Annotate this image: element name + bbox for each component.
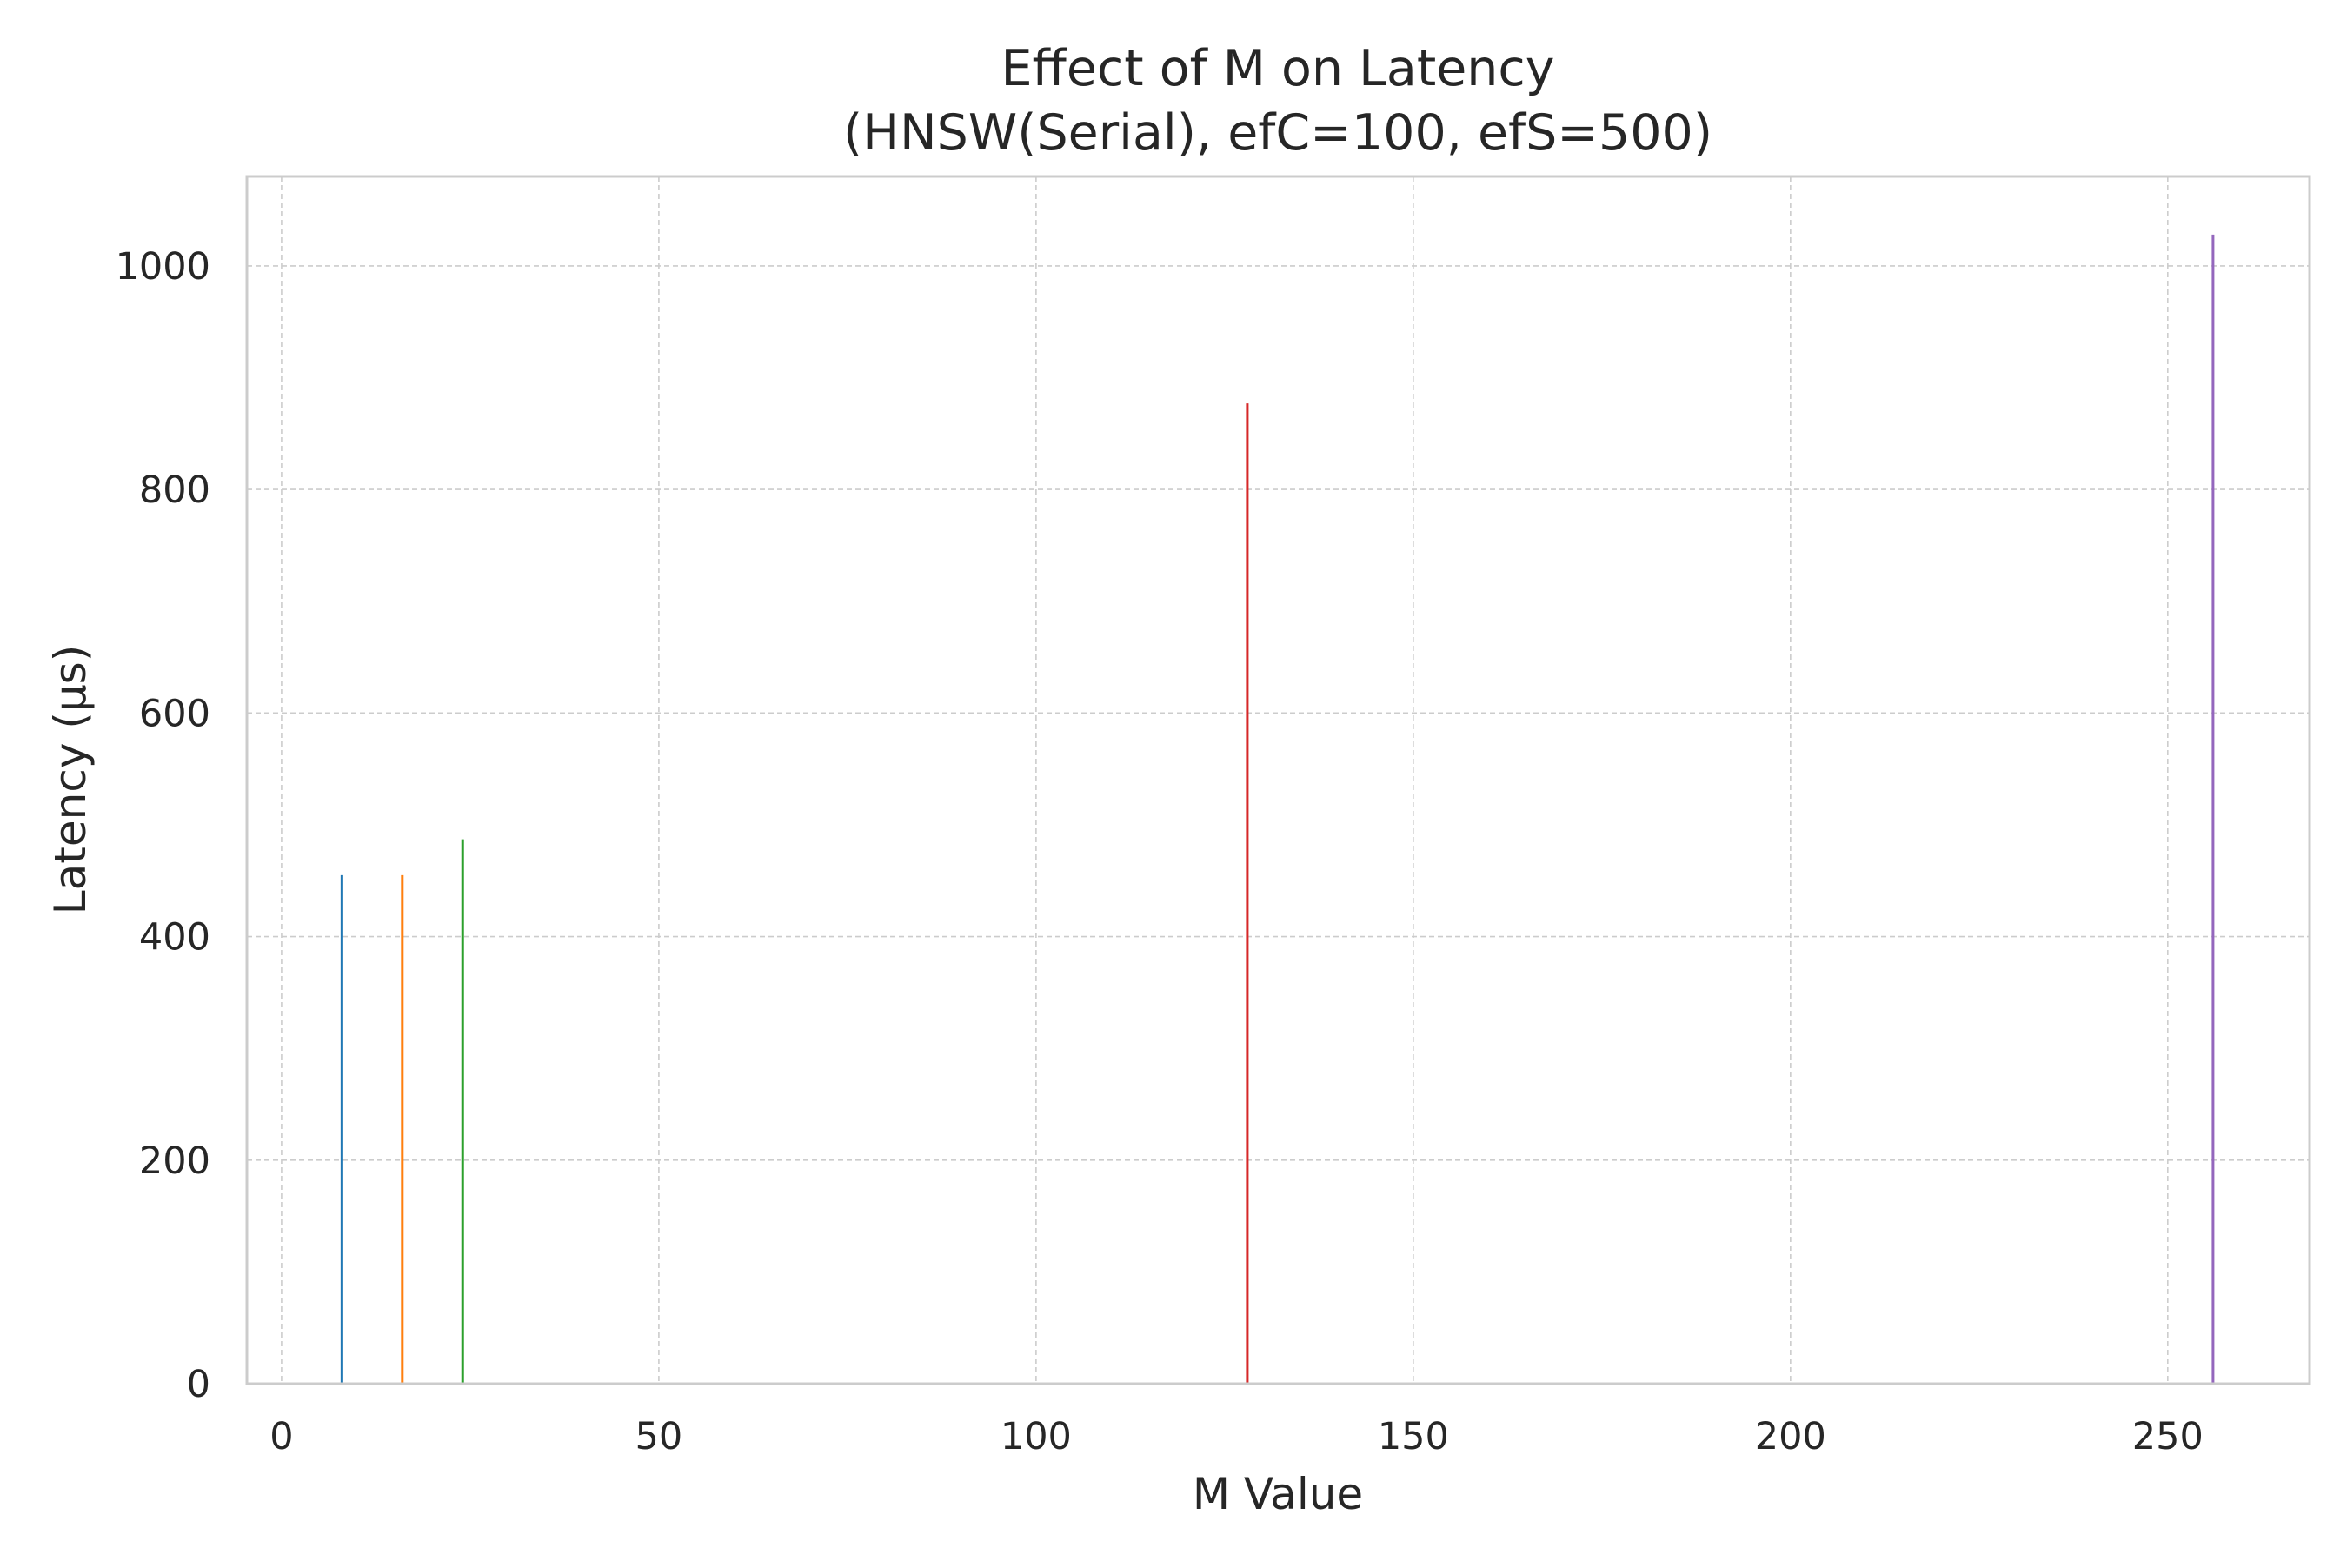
bars-layer — [340, 234, 2215, 1384]
x-tick-label: 250 — [2132, 1415, 2204, 1458]
x-tick-label: 50 — [635, 1415, 683, 1458]
plot-frame — [245, 175, 2311, 1385]
y-tick-label: 600 — [139, 692, 210, 735]
y-axis-label: Latency (µs) — [45, 645, 96, 914]
y-tick-label: 200 — [139, 1139, 210, 1183]
chart-title: Effect of M on Latency — [1001, 40, 1555, 97]
x-tick-label: 0 — [269, 1415, 293, 1458]
x-tick-labels: 0 50 100 150 200 250 — [269, 1415, 2204, 1458]
chart-subtitle: (HNSW(Serial), efC=100, efS=500) — [843, 104, 1712, 162]
y-tick-label: 800 — [139, 468, 210, 512]
x-tick-label: 100 — [1001, 1415, 1072, 1458]
y-tick-label: 400 — [139, 916, 210, 960]
x-tick-label: 150 — [1378, 1415, 1449, 1458]
x-axis-label: M Value — [1193, 1469, 1363, 1519]
grid-layer — [247, 176, 2310, 1385]
y-tick-label: 0 — [187, 1363, 210, 1406]
y-tick-label: 1000 — [116, 245, 210, 289]
y-tick-labels: 0 200 400 600 800 1000 — [116, 245, 210, 1406]
x-tick-label: 200 — [1755, 1415, 1826, 1458]
